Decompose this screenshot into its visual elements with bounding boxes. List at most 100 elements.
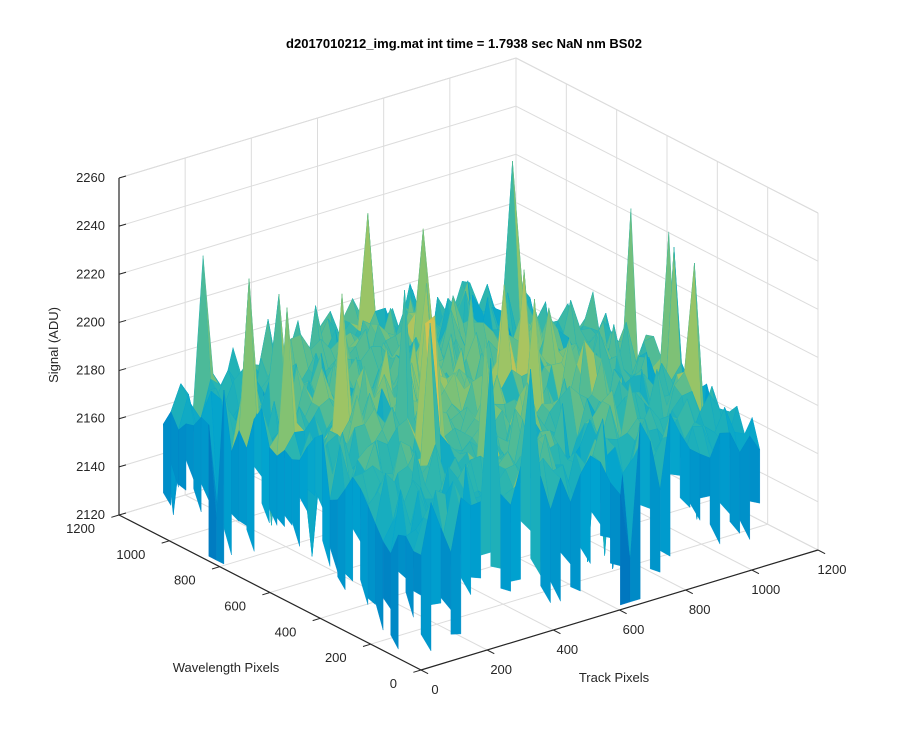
grid-side-z	[515, 153, 819, 310]
z-tick	[118, 319, 127, 323]
y-tick	[362, 643, 371, 647]
z-tick-label: 2180	[76, 363, 105, 378]
z-tick	[118, 175, 127, 179]
surface-front-edge-y	[291, 459, 300, 547]
y-tick-label: 800	[174, 573, 196, 588]
x-axis-ticks: 0 200 400 600 800 1000 1200	[420, 549, 847, 697]
surface-front-edge-x	[719, 432, 731, 515]
grid-back-z	[118, 250, 517, 372]
surface-front-edge-y	[223, 389, 232, 556]
surface-front-edge-y	[360, 488, 369, 605]
x-tick	[751, 569, 760, 575]
x-axis-label: Track Pixels	[579, 670, 650, 685]
surface-front-edge-y	[375, 523, 384, 631]
z-tick	[118, 368, 127, 372]
z-axis-ticks: 2120 2140 2160 2180 2200 2220 2240 2260	[76, 170, 127, 522]
surface-front-edge-y	[405, 536, 414, 618]
y-tick-label: 400	[275, 624, 297, 639]
surface-front-edge-y	[299, 445, 308, 512]
surface-front-edge-x	[679, 432, 691, 509]
x-tick-label: 600	[623, 622, 645, 637]
z-tick	[118, 271, 127, 275]
y-axis-ticks: 0 200 400 600 800 1000 1200	[66, 514, 422, 691]
y-tick-label: 600	[224, 599, 246, 614]
x-tick-label: 1200	[818, 562, 847, 577]
y-tick-label: 0	[390, 676, 397, 691]
x-tick-label: 400	[556, 642, 578, 657]
surface-front-edge-x	[510, 466, 521, 582]
surface-front-edge-y	[398, 534, 406, 579]
grid-back-z	[118, 105, 517, 227]
z-tick-label: 2140	[76, 459, 105, 474]
surface-front-edge-x	[580, 455, 591, 565]
surface-front-edge-y	[345, 476, 353, 582]
y-tick	[211, 566, 220, 570]
surface-front-edge-x	[450, 497, 462, 635]
y-tick-label: 1200	[66, 521, 95, 536]
z-tick	[118, 416, 127, 420]
surface-front-edge-y	[231, 430, 240, 522]
surface-front-edge-x	[749, 435, 760, 504]
surface-front-edge-x	[460, 497, 471, 596]
surface-front-edge-x	[590, 455, 601, 525]
surface-front-edge-x	[650, 441, 661, 573]
surface-front-edge-y	[382, 540, 391, 610]
grid-back-z	[118, 201, 517, 323]
surface-front-edge-y	[216, 389, 225, 565]
z-tick-label: 2160	[76, 411, 105, 426]
surface-front-edge-y	[261, 408, 270, 524]
surface-front-edge-x	[470, 501, 481, 579]
surface-front-edge-y	[193, 416, 202, 513]
surface-mesh	[163, 161, 761, 652]
grid-floor-y	[370, 523, 768, 645]
surface-front-edge-y	[307, 436, 316, 497]
z-tick-label: 2240	[76, 218, 105, 233]
surface-front-edge-x	[739, 435, 750, 540]
surface-front-edge-x	[420, 502, 432, 652]
x-tick	[817, 549, 826, 555]
z-tick-label: 2200	[76, 314, 105, 329]
z-tick-label: 2260	[76, 170, 105, 185]
z-tick	[118, 223, 127, 227]
box-edge	[118, 57, 517, 179]
z-axis-label: Signal (ADU)	[46, 307, 61, 383]
surface-front-edge-y	[253, 407, 262, 478]
z-tick-label: 2120	[76, 507, 105, 522]
x-tick	[486, 649, 495, 655]
surface-front-edge-y	[178, 423, 187, 491]
surface-front-edge-x	[570, 474, 581, 592]
surface-front-edge-y	[170, 411, 179, 488]
y-tick	[161, 540, 170, 544]
x-tick-label: 800	[689, 602, 711, 617]
y-tick	[262, 592, 271, 596]
surface-front-edge-y	[246, 418, 255, 552]
surface-front-edge-y	[329, 499, 338, 572]
surface-front-edge-y	[367, 505, 376, 606]
y-tick	[413, 669, 422, 673]
x-tick	[553, 629, 561, 635]
surface-front-edge-y	[390, 534, 399, 650]
z-tick	[118, 464, 127, 468]
surface-front-edge-x	[550, 477, 561, 602]
surface-front-edge-x	[630, 422, 641, 603]
surface-front-edge-x	[709, 433, 721, 545]
grid-side-z	[515, 105, 819, 262]
surface-front-edge-y	[163, 410, 172, 507]
surface-front-edge-y	[352, 476, 361, 543]
surface-front-edge-x	[430, 502, 442, 605]
x-tick	[685, 589, 694, 595]
surface-front-edge-y	[269, 446, 278, 526]
grid-back-z	[118, 153, 517, 275]
y-tick	[111, 514, 120, 518]
z-tick	[118, 512, 127, 516]
y-axis-label: Wavelength Pixels	[173, 660, 280, 675]
surface-front-edge-x	[689, 448, 701, 522]
surface-front-edge-y	[337, 488, 346, 591]
surface-front-edge-x	[540, 476, 551, 604]
z-tick-label: 2220	[76, 266, 105, 281]
x-tick	[420, 669, 429, 675]
y-tick-label: 1000	[116, 547, 145, 562]
surface-front-edge-x	[500, 493, 511, 592]
x-tick	[619, 609, 627, 615]
